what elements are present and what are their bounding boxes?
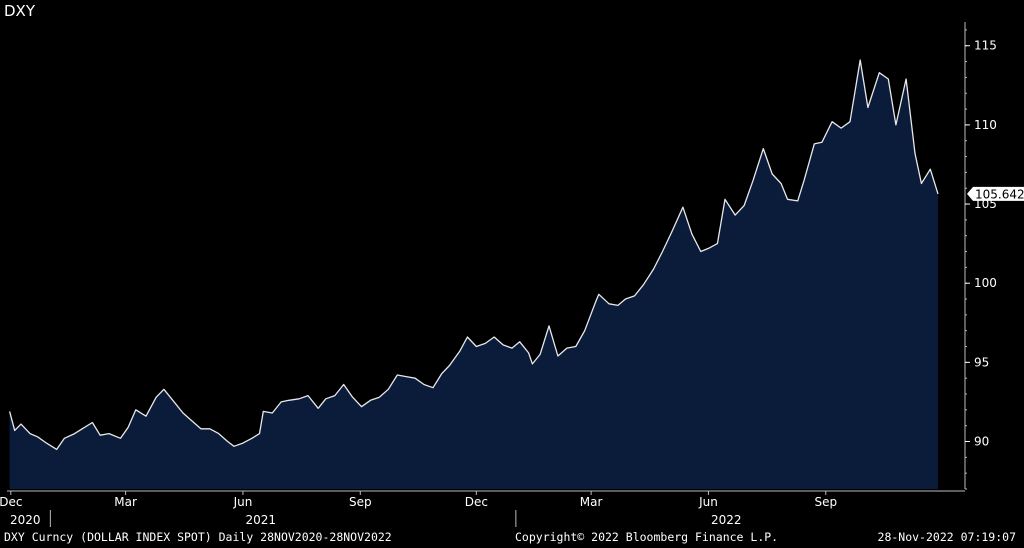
series-area (9, 60, 939, 489)
x-tick-label: Jun (233, 495, 253, 509)
y-tick-label: 100 (974, 276, 997, 290)
x-tick-label: Mar (580, 495, 603, 509)
y-tick-label: 90 (974, 435, 989, 449)
x-year-label: 2022 (711, 513, 742, 527)
x-tick-label: Dec (0, 495, 22, 509)
last-value-box (967, 186, 1024, 201)
y-tick-label: 95 (974, 355, 989, 369)
x-tick-label: Sep (349, 495, 372, 509)
x-tick-label: Sep (814, 495, 837, 509)
x-year-label: 2020 (10, 513, 41, 527)
x-axis: Dec Mar Jun Sep Dec Mar Jun Sep 2020 2021 2022 (0, 490, 965, 527)
last-value-label: 105.642 (975, 187, 1024, 201)
footer-timestamp: 28-Nov-2022 07:19:07 (877, 530, 1016, 544)
last-value-marker: 105.642 (967, 186, 1024, 201)
x-tick-label: Jun (698, 495, 718, 509)
y-tick-label: 115 (974, 39, 997, 53)
x-tick-label: Dec (465, 495, 488, 509)
footer-ticker-info: DXY Curncy (DOLLAR INDEX SPOT) Daily 28N… (4, 530, 392, 544)
x-tick-label: Mar (114, 495, 137, 509)
footer-copyright: Copyright© 2022 Bloomberg Finance L.P. (515, 530, 779, 544)
chart-title: DXY (4, 2, 35, 20)
x-year-label: 2021 (246, 513, 277, 527)
y-tick-label: 110 (974, 118, 997, 132)
series-line (8, 59, 939, 451)
